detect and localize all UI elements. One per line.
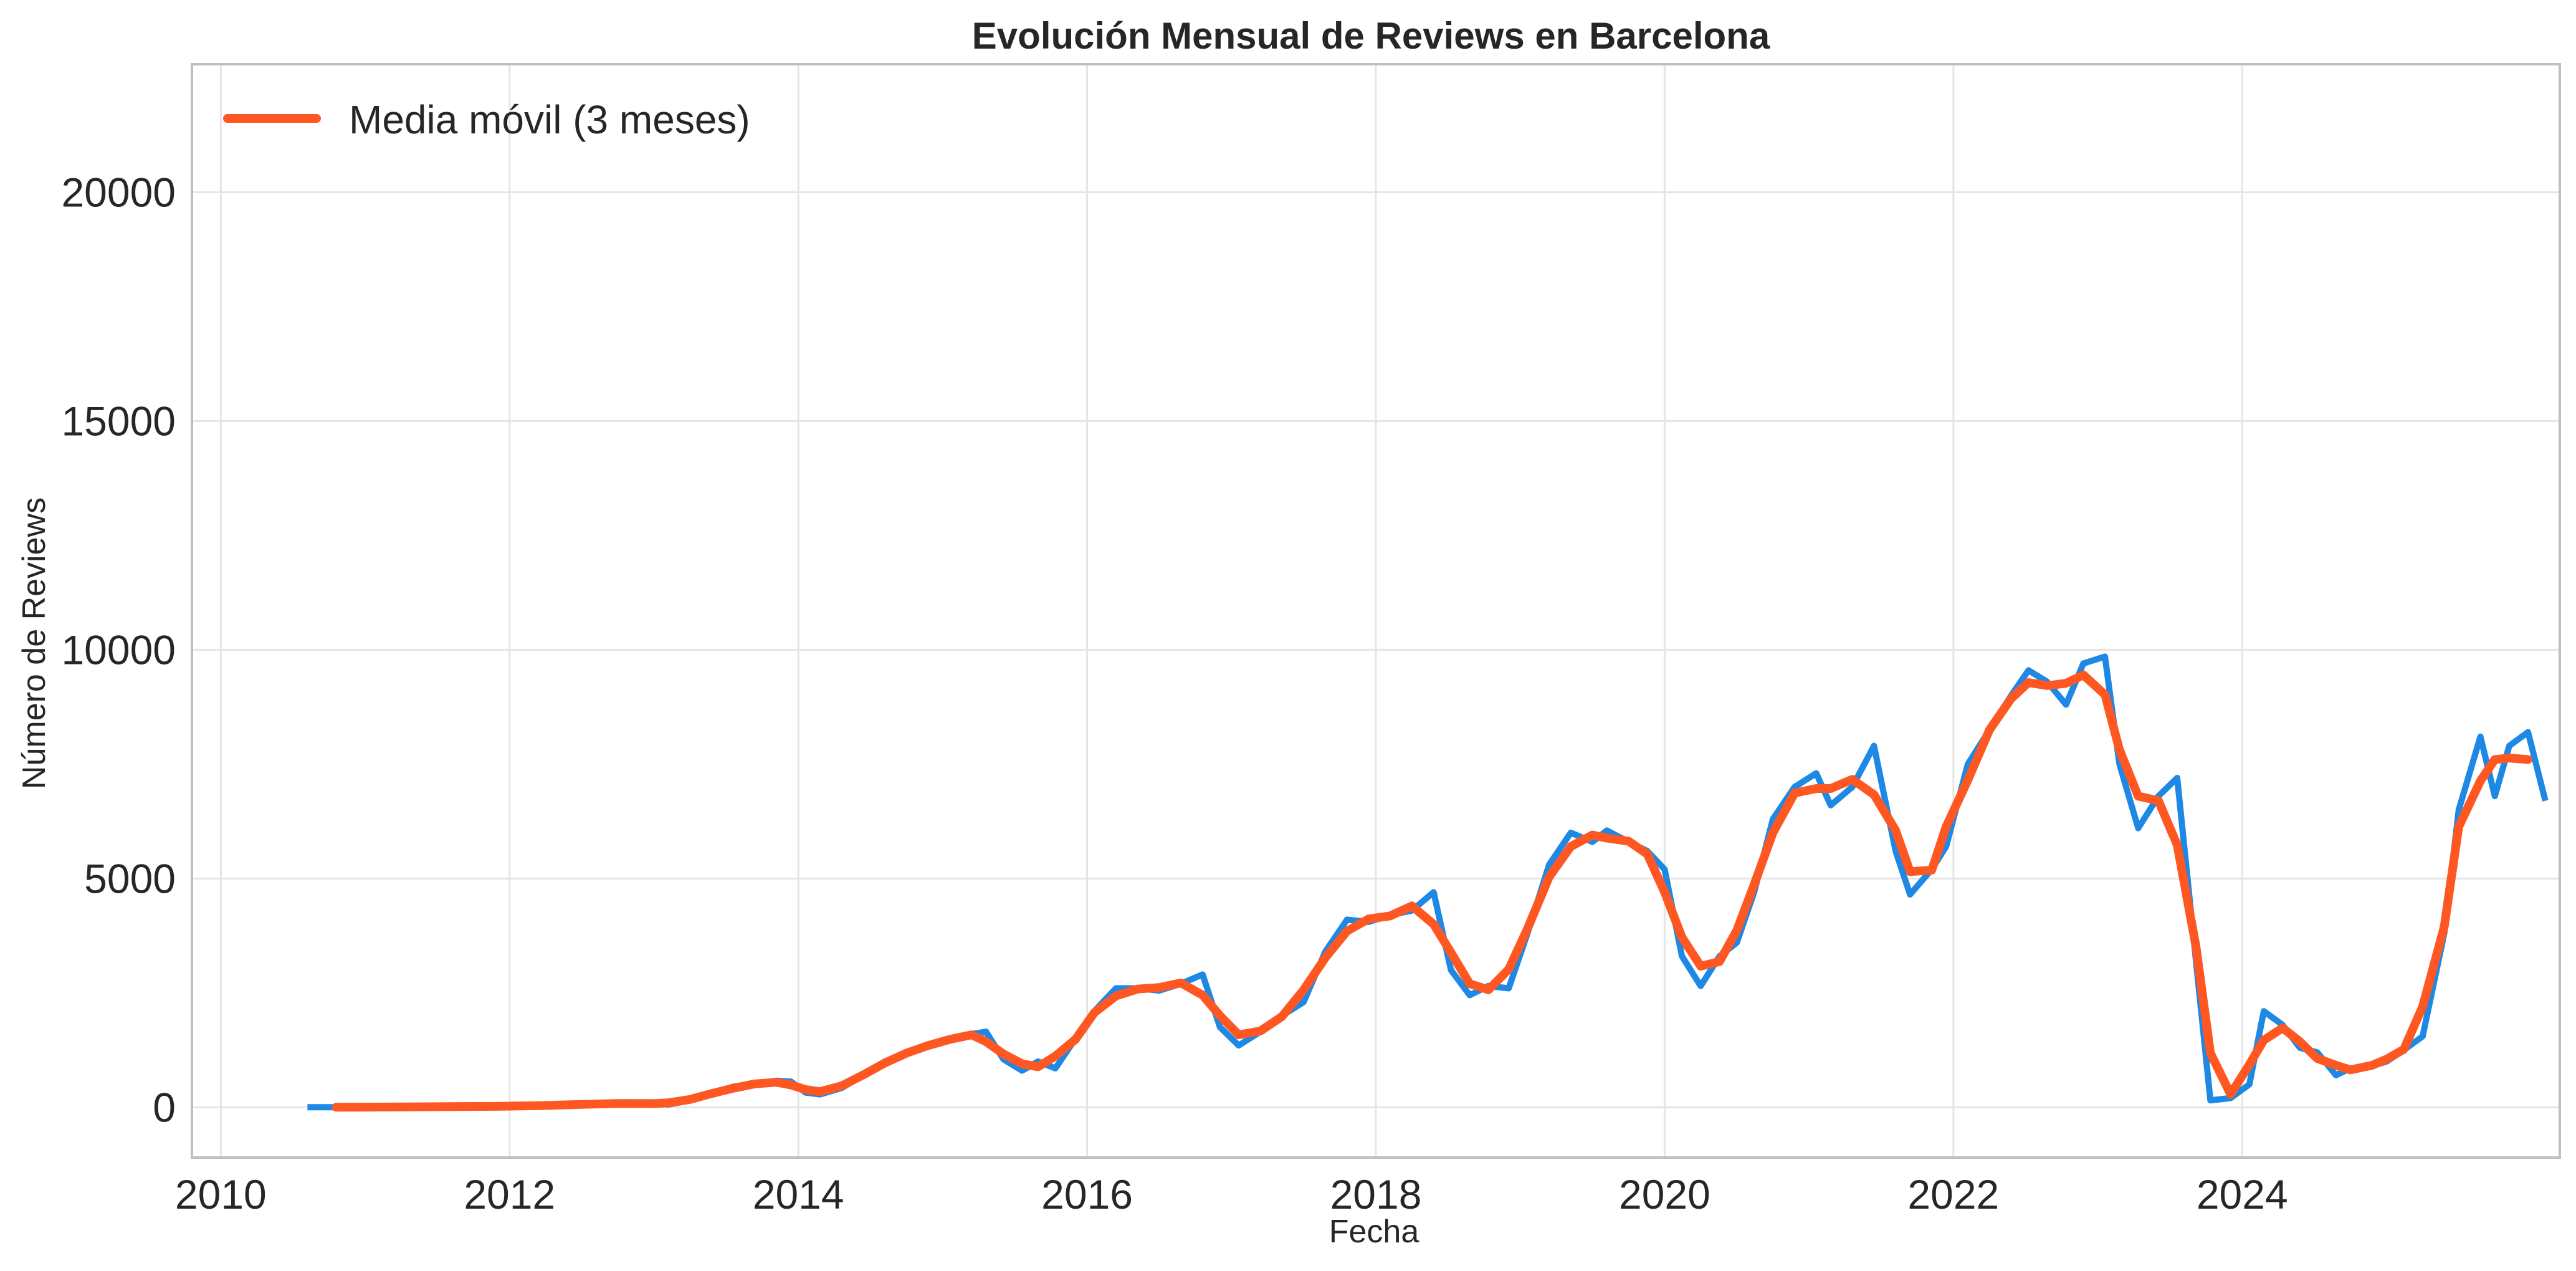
x-tick-label: 2020 (1619, 1171, 1710, 1217)
y-tick-label: 20000 (61, 169, 176, 215)
x-tick-label: 2018 (1330, 1171, 1422, 1217)
x-axis-ticks: 2010 2012 2014 2016 2018 2020 2022 2024 (175, 1171, 2288, 1217)
chart-title: Evolución Mensual de Reviews en Barcelon… (972, 15, 1770, 57)
x-tick-label: 2024 (2197, 1171, 2288, 1217)
y-tick-label: 0 (153, 1084, 176, 1130)
x-tick-label: 2012 (464, 1171, 555, 1217)
rolling-series-line (332, 670, 2532, 1112)
plot-frame (191, 63, 2561, 1159)
x-tick-label: 2010 (175, 1171, 267, 1217)
legend: Media móvil (3 meses) (223, 97, 750, 142)
grid-lines (192, 64, 2560, 1158)
x-tick-label: 2022 (1907, 1171, 1999, 1217)
y-tick-label: 15000 (61, 398, 176, 444)
y-axis-ticks: 0 5000 10000 15000 20000 (61, 169, 176, 1130)
x-tick-label: 2014 (753, 1171, 844, 1217)
rolling-average-line (332, 670, 2532, 1112)
y-axis-label: Número de Reviews (16, 497, 52, 789)
x-tick-label: 2016 (1041, 1171, 1133, 1217)
x-axis-label: Fecha (1329, 1214, 1419, 1250)
y-tick-label: 5000 (84, 855, 176, 901)
y-tick-label: 10000 (61, 626, 176, 673)
legend-label-rolling: Media móvil (3 meses) (349, 97, 750, 142)
